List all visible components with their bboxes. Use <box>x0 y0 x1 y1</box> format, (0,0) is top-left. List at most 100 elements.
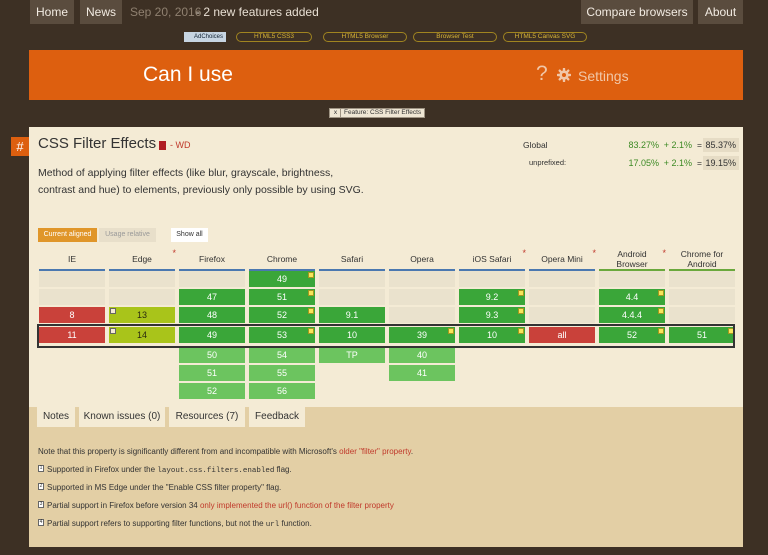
support-cell-empty <box>389 307 455 323</box>
browser-header-android-browser[interactable]: Android Browser * <box>599 248 666 271</box>
support-cell[interactable]: 4.4 <box>599 289 665 305</box>
support-cell[interactable]: 51 <box>249 289 315 305</box>
unprefixed-total: 19.15% <box>703 156 739 170</box>
feature-tag-label[interactable]: Feature: CSS Filter Effects <box>344 109 422 116</box>
note-text: Note that this property is significantly… <box>38 447 337 456</box>
version-label: 9.3 <box>485 310 499 320</box>
about-button[interactable]: About <box>698 0 743 24</box>
note-marker-icon <box>308 290 314 296</box>
note-code: layout.css.filters.enabled <box>157 467 275 475</box>
support-cell[interactable]: 50 <box>179 347 245 363</box>
note-text: . <box>410 447 414 456</box>
note-number: 2 <box>38 483 44 490</box>
support-cell[interactable]: 40 <box>389 347 455 363</box>
support-cell-empty <box>459 271 525 287</box>
tab-feedback[interactable]: Feedback <box>249 407 305 427</box>
tab-known-issues[interactable]: Known issues (0) <box>79 407 165 427</box>
tab-resources[interactable]: Resources (7) <box>169 407 245 427</box>
browser-header-chrome[interactable]: Chrome <box>249 248 315 271</box>
show-all-button[interactable]: Show all <box>171 228 208 242</box>
support-cell[interactable]: 14 <box>109 327 175 343</box>
help-icon[interactable]: ? <box>536 62 548 85</box>
gear-icon[interactable] <box>557 68 571 82</box>
browser-header-firefox[interactable]: Firefox <box>179 248 245 271</box>
browser-header-ie[interactable]: IE <box>39 248 105 271</box>
support-cell[interactable]: 51 <box>179 365 245 381</box>
support-cell[interactable]: 4.4.4 <box>599 307 665 323</box>
compare-browsers-button[interactable]: Compare browsers <box>581 0 693 24</box>
support-cell[interactable]: 47 <box>179 289 245 305</box>
support-cell[interactable]: 53 <box>249 327 315 343</box>
version-label: 9.1 <box>345 310 359 320</box>
support-cell[interactable]: 9.2 <box>459 289 525 305</box>
browser-header-opera-mini[interactable]: Opera Mini * <box>529 248 596 271</box>
support-cell[interactable]: 52 <box>599 327 665 343</box>
adchoices-badge[interactable]: AdChoices <box>184 32 227 42</box>
note-2: 2 Supported in MS Edge under the "Enable … <box>38 483 281 492</box>
browser-header-edge[interactable]: Edge * <box>109 248 176 271</box>
support-cell[interactable]: 49 <box>179 327 245 343</box>
support-cell[interactable]: 8 <box>39 307 105 323</box>
support-cell[interactable]: 9.3 <box>459 307 525 323</box>
support-cell[interactable]: 49 <box>249 271 315 287</box>
support-cell[interactable]: 10 <box>319 327 385 343</box>
note-marker-icon <box>308 272 314 278</box>
nav-home-button[interactable]: Home <box>30 0 74 24</box>
support-cell[interactable]: 13 <box>109 307 175 323</box>
document-icon[interactable] <box>159 141 166 150</box>
ad-link[interactable]: HTML5 Canvas SVG <box>503 32 587 42</box>
browser-header-chrome-for-android[interactable]: Chrome for Android <box>669 248 735 271</box>
current-aligned-button[interactable]: Current aligned <box>38 228 97 242</box>
close-tag-icon[interactable]: x <box>331 109 341 117</box>
note-text: function. <box>281 519 312 528</box>
browser-header-safari[interactable]: Safari <box>319 248 385 271</box>
version-label: TP <box>346 350 358 360</box>
version-label: 52 <box>626 330 637 340</box>
note-number: 4 <box>38 519 44 526</box>
ad-link[interactable]: HTML5 CSS3 <box>236 32 312 42</box>
version-label: 49 <box>276 274 287 284</box>
settings-button[interactable]: Settings <box>578 68 629 84</box>
ad-links-row: AdChoices HTML5 CSS3 HTML5 Browser Brows… <box>0 31 768 43</box>
version-label: 52 <box>206 386 217 396</box>
version-label: 50 <box>206 350 217 360</box>
ad-link[interactable]: Browser Test <box>413 32 497 42</box>
support-cell[interactable]: all <box>529 327 595 343</box>
support-cell[interactable]: 10 <box>459 327 525 343</box>
version-label: 48 <box>206 310 217 320</box>
version-label: 54 <box>276 350 287 360</box>
url-function-link[interactable]: only implemented the url() function of t… <box>199 501 394 510</box>
support-cell[interactable]: 9.1 <box>319 307 385 323</box>
usage-relative-button[interactable]: Usage relative <box>99 228 156 242</box>
support-cell[interactable]: 51 <box>669 327 735 343</box>
older-filter-link[interactable]: older "filter" property <box>339 447 411 456</box>
ad-link[interactable]: HTML5 Browser <box>323 32 407 42</box>
browser-name: Android Browser <box>616 248 648 269</box>
note-marker-icon <box>110 308 116 314</box>
support-cell-empty <box>389 271 455 287</box>
support-cell[interactable]: 39 <box>389 327 455 343</box>
note-3: 3 Partial support in Firefox before versi… <box>38 501 394 510</box>
version-label: 4.4.4 <box>621 310 643 320</box>
permalink-hash[interactable]: # <box>11 137 29 156</box>
support-cell[interactable]: 48 <box>179 307 245 323</box>
browser-header-opera[interactable]: Opera <box>389 248 455 271</box>
support-cell[interactable]: 52 <box>249 307 315 323</box>
support-cell[interactable]: 54 <box>249 347 315 363</box>
support-cell[interactable]: 55 <box>249 365 315 381</box>
support-cell[interactable]: 56 <box>249 383 315 399</box>
note-number: 3 <box>38 501 44 508</box>
note-marker-icon <box>308 308 314 314</box>
support-cell[interactable]: TP <box>319 347 385 363</box>
news-link[interactable]: - 2 new features added <box>196 5 319 19</box>
support-cell[interactable]: 11 <box>39 327 105 343</box>
nav-news-button[interactable]: News <box>80 0 122 24</box>
support-cell[interactable]: 41 <box>389 365 455 381</box>
spec-status[interactable]: - WD <box>170 140 191 150</box>
browser-header-ios-safari[interactable]: iOS Safari * <box>459 248 526 271</box>
tab-notes[interactable]: Notes <box>37 407 75 427</box>
note-marker-icon <box>518 308 524 314</box>
support-cell[interactable]: 52 <box>179 383 245 399</box>
site-title[interactable]: Can I use <box>143 63 233 86</box>
unprefixed-full: 17.05% <box>628 158 659 168</box>
